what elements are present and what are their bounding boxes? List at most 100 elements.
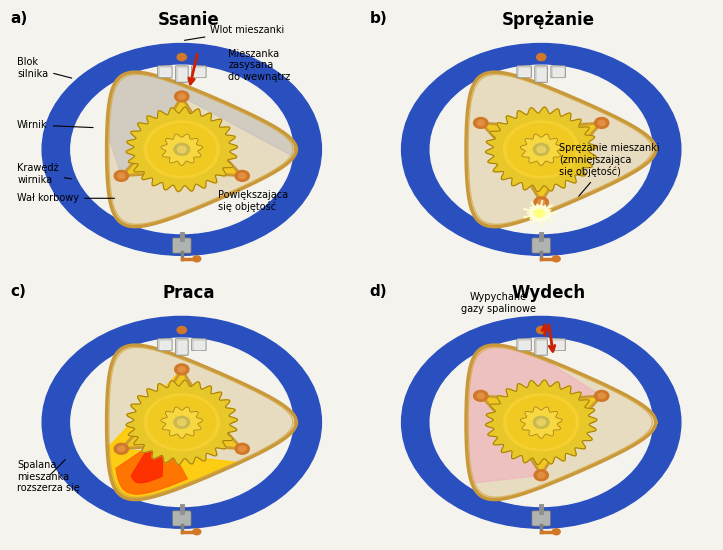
Text: Blok
silnika: Blok silnika [17, 57, 72, 79]
Circle shape [174, 144, 189, 156]
Polygon shape [106, 72, 296, 227]
Circle shape [401, 316, 681, 528]
Polygon shape [485, 380, 597, 465]
FancyBboxPatch shape [535, 339, 547, 355]
Circle shape [114, 170, 129, 182]
Polygon shape [553, 340, 563, 349]
FancyBboxPatch shape [192, 339, 206, 351]
Circle shape [118, 173, 125, 179]
Circle shape [430, 65, 652, 234]
FancyBboxPatch shape [532, 238, 550, 253]
Circle shape [235, 170, 249, 182]
Circle shape [474, 118, 488, 128]
Circle shape [552, 256, 560, 262]
Polygon shape [466, 72, 656, 227]
Polygon shape [519, 68, 529, 76]
Circle shape [594, 390, 609, 402]
Text: Sprężanie mieszanki
(zmniejszająca
się objętość): Sprężanie mieszanki (zmniejszająca się o… [559, 143, 659, 196]
Polygon shape [178, 340, 186, 353]
Polygon shape [521, 407, 562, 438]
FancyBboxPatch shape [517, 339, 531, 351]
Circle shape [552, 529, 560, 535]
Polygon shape [116, 436, 187, 494]
Circle shape [144, 121, 219, 178]
Polygon shape [121, 96, 242, 176]
Circle shape [239, 446, 246, 452]
Circle shape [118, 446, 125, 452]
Circle shape [114, 443, 129, 454]
Circle shape [175, 364, 189, 375]
Circle shape [144, 394, 219, 451]
Circle shape [529, 206, 549, 221]
Circle shape [239, 173, 246, 179]
Polygon shape [553, 68, 563, 76]
Circle shape [534, 470, 548, 481]
Circle shape [235, 443, 249, 454]
Polygon shape [161, 134, 202, 166]
Polygon shape [126, 380, 238, 465]
FancyBboxPatch shape [192, 66, 206, 78]
FancyBboxPatch shape [158, 66, 172, 78]
Polygon shape [521, 134, 562, 166]
Circle shape [178, 94, 185, 99]
FancyBboxPatch shape [517, 66, 531, 78]
Polygon shape [466, 345, 656, 499]
Circle shape [537, 146, 546, 153]
Text: Powiększająca
się objętość: Powiększająca się objętość [218, 190, 288, 212]
Circle shape [177, 327, 187, 333]
Polygon shape [161, 407, 202, 438]
Polygon shape [121, 370, 242, 449]
Circle shape [536, 53, 546, 60]
FancyBboxPatch shape [176, 66, 188, 82]
FancyBboxPatch shape [551, 339, 565, 351]
Circle shape [42, 316, 322, 528]
Polygon shape [481, 123, 602, 202]
Polygon shape [132, 422, 164, 483]
Circle shape [537, 419, 546, 426]
FancyBboxPatch shape [551, 66, 565, 78]
Text: Ssanie: Ssanie [158, 11, 220, 29]
Text: Wydech: Wydech [511, 284, 586, 302]
Polygon shape [485, 107, 597, 192]
Circle shape [178, 367, 185, 372]
Text: Krawędż
wirnika: Krawędż wirnika [17, 163, 72, 185]
Text: Sprężanie: Sprężanie [502, 11, 595, 29]
Circle shape [534, 210, 544, 217]
Circle shape [534, 416, 549, 428]
Circle shape [508, 124, 575, 175]
FancyBboxPatch shape [173, 238, 191, 253]
Circle shape [538, 200, 545, 205]
Text: Mieszanka
zasysana
do wewnątrz: Mieszanka zasysana do wewnątrz [228, 48, 291, 82]
Circle shape [598, 393, 605, 399]
Circle shape [508, 397, 575, 448]
Polygon shape [194, 340, 204, 349]
Polygon shape [160, 340, 170, 349]
Text: d): d) [369, 284, 387, 299]
Text: Wlot mieszanki: Wlot mieszanki [184, 25, 285, 40]
Circle shape [401, 43, 681, 255]
Circle shape [536, 327, 546, 333]
Text: Spalana
mieszanka
rozszerza się: Spalana mieszanka rozszerza się [17, 460, 80, 493]
Circle shape [42, 43, 322, 255]
Circle shape [193, 529, 201, 535]
Text: c): c) [10, 284, 26, 299]
Polygon shape [107, 370, 239, 499]
Circle shape [71, 65, 293, 234]
Polygon shape [519, 340, 529, 349]
Circle shape [148, 397, 215, 448]
Text: Wypychane
gazy spalinowe: Wypychane gazy spalinowe [461, 292, 536, 313]
Text: b): b) [369, 11, 387, 26]
Text: a): a) [10, 11, 27, 26]
Polygon shape [160, 68, 170, 76]
Circle shape [594, 118, 609, 128]
Polygon shape [194, 68, 204, 76]
Circle shape [598, 120, 605, 125]
Text: Praca: Praca [163, 284, 215, 302]
Circle shape [177, 146, 186, 153]
Polygon shape [178, 68, 186, 80]
Circle shape [177, 419, 186, 426]
Circle shape [534, 197, 548, 208]
FancyBboxPatch shape [176, 339, 188, 355]
FancyBboxPatch shape [535, 66, 547, 82]
Circle shape [477, 120, 484, 125]
